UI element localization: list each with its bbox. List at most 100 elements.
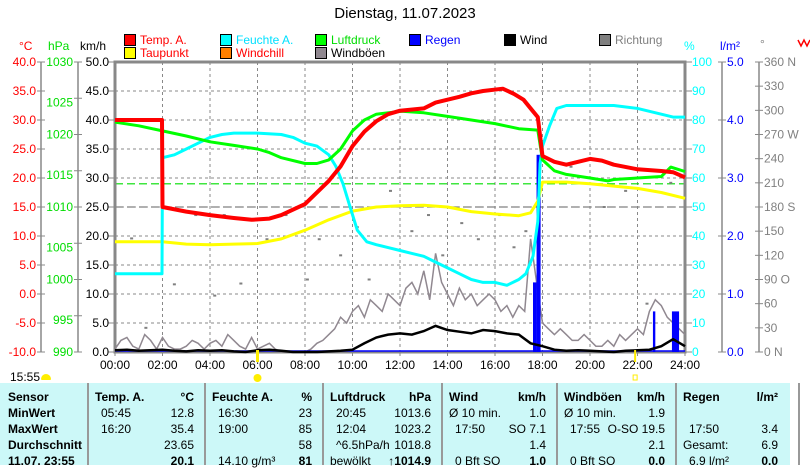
humidity-tick-label: 60 — [692, 171, 706, 185]
cell-value: 2.1 — [648, 438, 665, 452]
direction-tick-label: 180 S — [764, 200, 795, 214]
rain-tick-label: 5.0 — [727, 55, 744, 69]
cell-value: SO 7.1 — [508, 422, 546, 436]
cell-value: 58 — [298, 438, 312, 452]
legend-label: Windböen — [331, 46, 386, 60]
legend-label: Regen — [425, 33, 461, 47]
wind-series-line — [114, 324, 686, 354]
next-chart-fragment — [797, 38, 810, 48]
x-tick-label: 12:00 — [385, 358, 415, 372]
direction-point — [389, 189, 392, 192]
legend-label: Temp. A. — [140, 33, 187, 47]
cell-value: 23.65 — [163, 438, 194, 452]
temp-tick-label: -10.0 — [9, 345, 37, 359]
direction-point — [427, 214, 430, 217]
direction-tick-label: 210 — [764, 176, 784, 190]
column-header: Regen — [683, 390, 720, 404]
rain-tick-label: 0.0 — [727, 345, 744, 359]
direction-tick-label: 90 O — [764, 273, 790, 287]
column-header: Temp. A. — [95, 390, 145, 404]
direction-point — [624, 189, 628, 192]
column-unit: °C — [180, 390, 194, 404]
direction-point — [305, 278, 309, 281]
x-tick-label: 10:00 — [337, 358, 367, 372]
cell-label: 12:04 — [336, 422, 367, 436]
x-tick-label: 06:00 — [242, 358, 272, 372]
cell-label: 05:45 — [101, 406, 132, 420]
cell-label: Ø 10 min. — [449, 406, 502, 420]
legend-swatch — [409, 34, 421, 46]
humidity-tick-label: 40 — [692, 229, 706, 243]
x-tick-label: 22:00 — [622, 358, 652, 372]
column-unit: km/h — [517, 390, 546, 404]
wind-tick-label: 40.0 — [86, 113, 110, 127]
humidity-tick-label: 70 — [692, 142, 706, 156]
cell-label: 16:30 — [218, 406, 249, 420]
x-tick-label: 16:00 — [480, 358, 510, 372]
cell-value: 20.1 — [170, 454, 194, 468]
row-label-column: Sensor MinWert MaxWert Durchschnitt 11.07. 2… — [0, 383, 89, 468]
legend-label: Luftdruck — [331, 33, 381, 47]
column-header: Luftdruck — [330, 390, 386, 404]
legend-item: Feuchte A. — [220, 33, 293, 47]
legend-swatch — [124, 47, 136, 59]
cell-label: 17:50 — [455, 422, 486, 436]
direction-point — [172, 283, 176, 286]
table-column: Temp. A. °C 05:45 12.8 16:20 35.4 23.65 20.1 — [89, 383, 206, 468]
x-tick-label: 14:00 — [432, 358, 462, 372]
column-header: Wind — [449, 390, 479, 404]
cell-label: 20:45 — [336, 406, 367, 420]
feuchte-a-series-line — [115, 104, 685, 287]
pressure-tick-label: 990 — [53, 345, 73, 359]
pressure-tick-label: 1005 — [46, 240, 73, 254]
column-unit: km/h — [636, 390, 665, 404]
cell-label: Ø 10 min. — [564, 406, 617, 420]
direction-point — [213, 294, 217, 297]
direction-point — [476, 238, 480, 241]
pressure-tick-label: 1025 — [46, 95, 73, 109]
direction-point — [669, 181, 673, 184]
humidity-tick-label: 0 — [692, 345, 699, 359]
direction-tick-label: 270 W — [764, 128, 799, 142]
rain-unit-label: l/m² — [720, 39, 740, 53]
legend-swatch — [315, 34, 327, 46]
temp-tick-label: 30.0 — [13, 113, 37, 127]
direction-point — [524, 230, 528, 233]
direction-point — [512, 246, 516, 249]
column-unit: % — [301, 390, 312, 404]
temp-tick-label: 5.0 — [19, 258, 36, 272]
cell-value: 3.4 — [761, 422, 778, 436]
pressure-tick-label: 1010 — [46, 200, 73, 214]
legend-label: Feuchte A. — [236, 33, 294, 47]
pressure-tick-label: 1000 — [46, 273, 73, 287]
cell-value: ↑1014.9 — [388, 454, 431, 468]
table-column: Luftdruck hPa 20:45 1013.6 12:04 1023.2 ^6.5hP… — [324, 383, 443, 468]
rain-tick-label: 1.0 — [727, 287, 744, 301]
legend-swatch — [124, 34, 136, 46]
wind-tick-label: 20.0 — [86, 229, 110, 243]
wind-tick-label: 35.0 — [86, 142, 110, 156]
luftdruckseries-line — [114, 109, 686, 183]
direction-point — [239, 282, 243, 285]
temp-tick-label: 35.0 — [13, 84, 37, 98]
rain-tick-label: 2.0 — [727, 229, 744, 243]
humidity-tick-label: 50 — [692, 200, 706, 214]
x-tick-label: 02:00 — [147, 358, 177, 372]
table-column: Wind km/h Ø 10 min. 1.0 17:50 SO 7.1 1.4 0 Bft … — [443, 383, 558, 468]
cell-value: 1.4 — [529, 438, 546, 452]
table-column: Regen l/m² 17:50 3.4 Gesamt: 6.9 6.9 l/m² 0.0 — [677, 383, 790, 468]
legend-item: Windchill — [220, 46, 284, 60]
x-tick-label: 08:00 — [290, 358, 320, 372]
humidity-tick-label: 10 — [692, 316, 706, 330]
direction-unit-label: ° — [760, 37, 765, 51]
rain-bar — [652, 311, 656, 352]
taupunktseries-line — [115, 180, 686, 247]
weather-chart: 40.0 35.0 30.0 25.0 20.0 15.0 10.0 5.0 0.0 -5.0 -1… — [9, 38, 810, 382]
cell-value: 85 — [298, 422, 312, 436]
x-tick-label: 04:00 — [195, 358, 225, 372]
temp-tick-label: 0.0 — [19, 287, 36, 301]
legend-label: Windchill — [236, 46, 285, 60]
humidity-tick-label: 100 — [692, 55, 712, 69]
cell-value: 35.4 — [170, 422, 194, 436]
direction-tick-label: 240 — [764, 152, 784, 166]
